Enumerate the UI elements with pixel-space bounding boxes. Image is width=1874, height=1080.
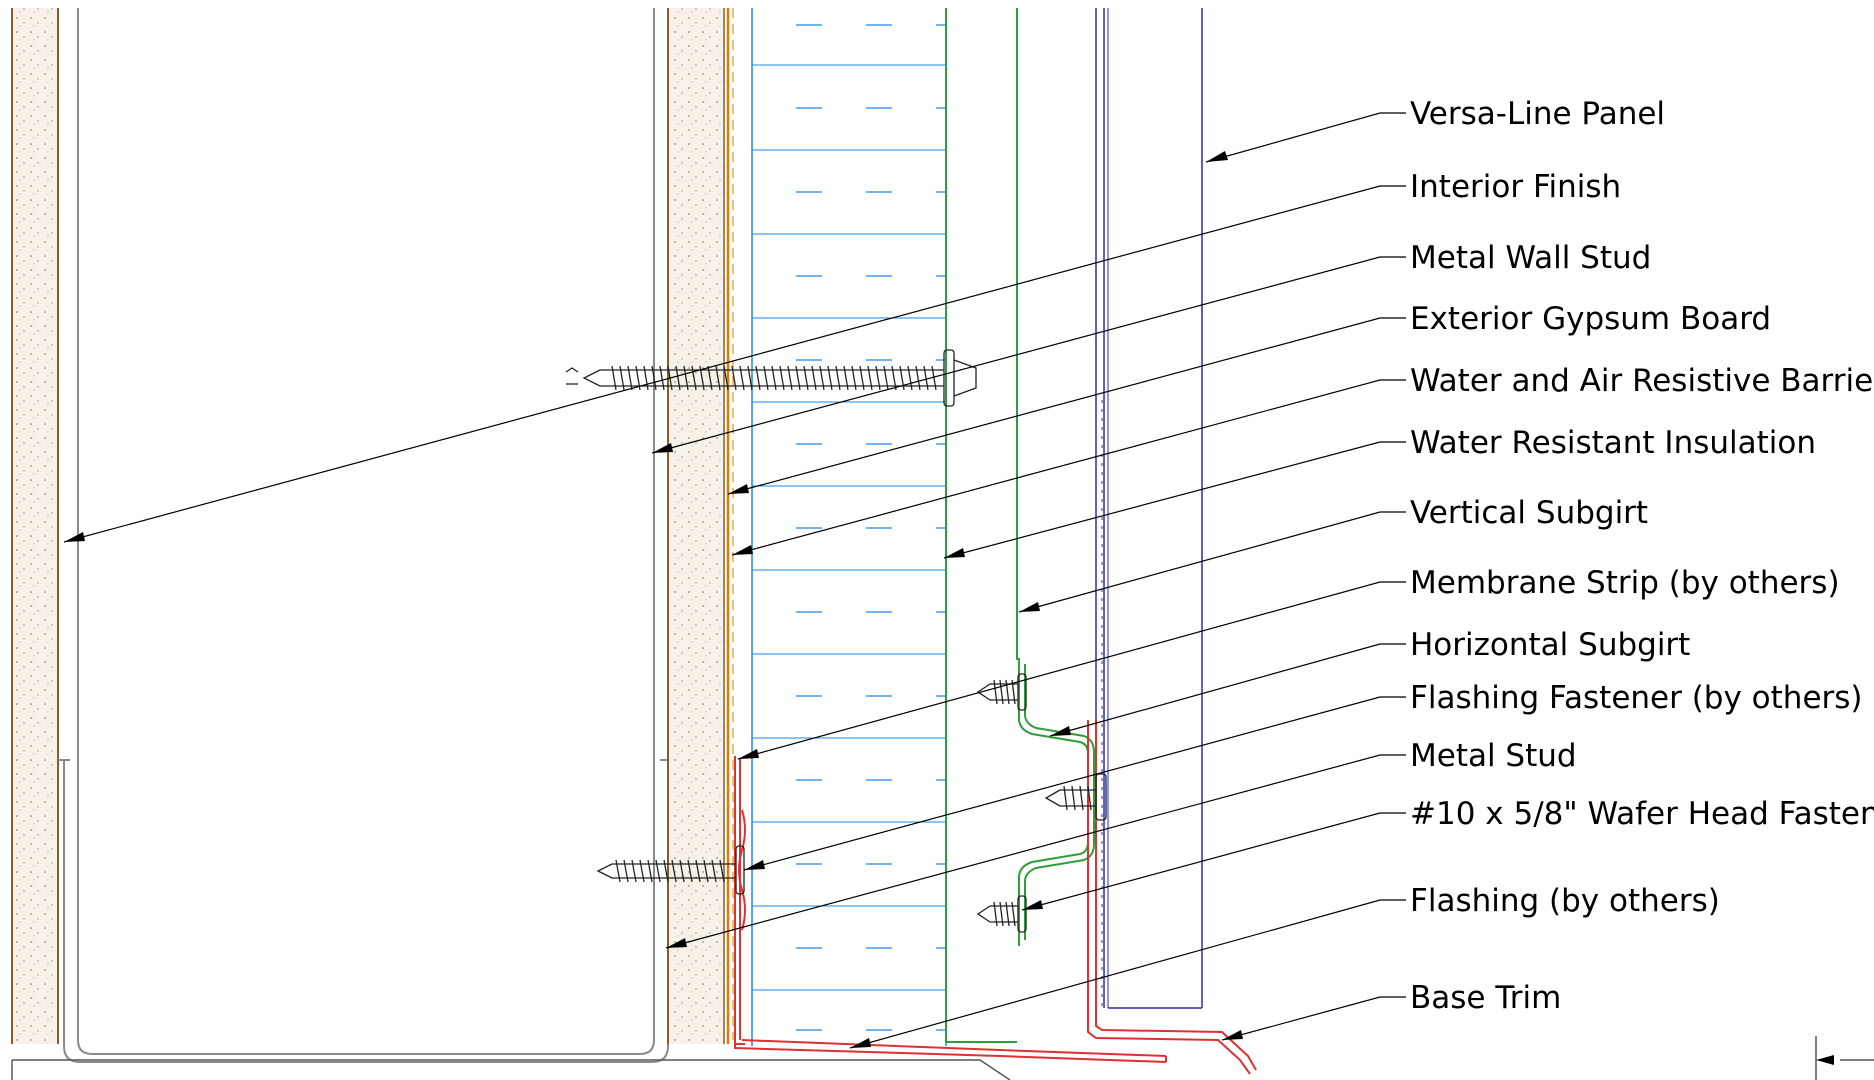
- label-interior-finish: Interior Finish: [1410, 169, 1621, 205]
- membrane-strip: [734, 756, 746, 1045]
- water-resistant-insulation: [751, 8, 947, 1046]
- label-flashing: Flashing (by others): [1410, 883, 1720, 919]
- label-water-resistant-insulation: Water Resistant Insulation: [1410, 425, 1816, 461]
- wafer-head-fasteners: [976, 673, 1107, 933]
- label-base-trim: Base Trim: [1410, 980, 1561, 1016]
- label-versa-line-panel: Versa-Line Panel: [1410, 96, 1665, 132]
- metal-wall-stud: [58, 8, 669, 1063]
- flashing-fastener: [596, 845, 745, 895]
- label-wafer-head-fastener: #10 x 5/8" Wafer Head Fastener: [1410, 796, 1874, 832]
- interior-finish-board: [11, 8, 59, 1044]
- exterior-gypsum-board: [667, 8, 725, 1044]
- label-flashing-fastener: Flashing Fastener (by others): [1410, 680, 1863, 716]
- label-water-air-barrier: Water and Air Resistive Barrier: [1410, 363, 1874, 399]
- foundation-outline: [11, 1036, 1874, 1080]
- label-metal-wall-stud: Metal Wall Stud: [1410, 240, 1651, 276]
- versa-line-panel: [1095, 8, 1203, 1009]
- leader-arrowheads: [64, 151, 1243, 1048]
- horizontal-subgirt: [1018, 658, 1095, 946]
- label-membrane-strip: Membrane Strip (by others): [1410, 565, 1840, 601]
- base-trim: [1087, 720, 1257, 1075]
- flashing: [734, 1039, 1167, 1063]
- vertical-subgirt: [945, 8, 1018, 1043]
- callout-labels: Versa-Line Panel Interior Finish Metal W…: [1410, 96, 1874, 1016]
- leader-lines: [63, 112, 1406, 1049]
- label-metal-stud: Metal Stud: [1410, 738, 1577, 774]
- label-exterior-gypsum-board: Exterior Gypsum Board: [1410, 301, 1771, 337]
- water-air-barrier: [726, 8, 734, 1044]
- long-screw-fastener: [565, 349, 977, 407]
- label-horizontal-subgirt: Horizontal Subgirt: [1410, 627, 1690, 663]
- label-vertical-subgirt: Vertical Subgirt: [1410, 495, 1648, 531]
